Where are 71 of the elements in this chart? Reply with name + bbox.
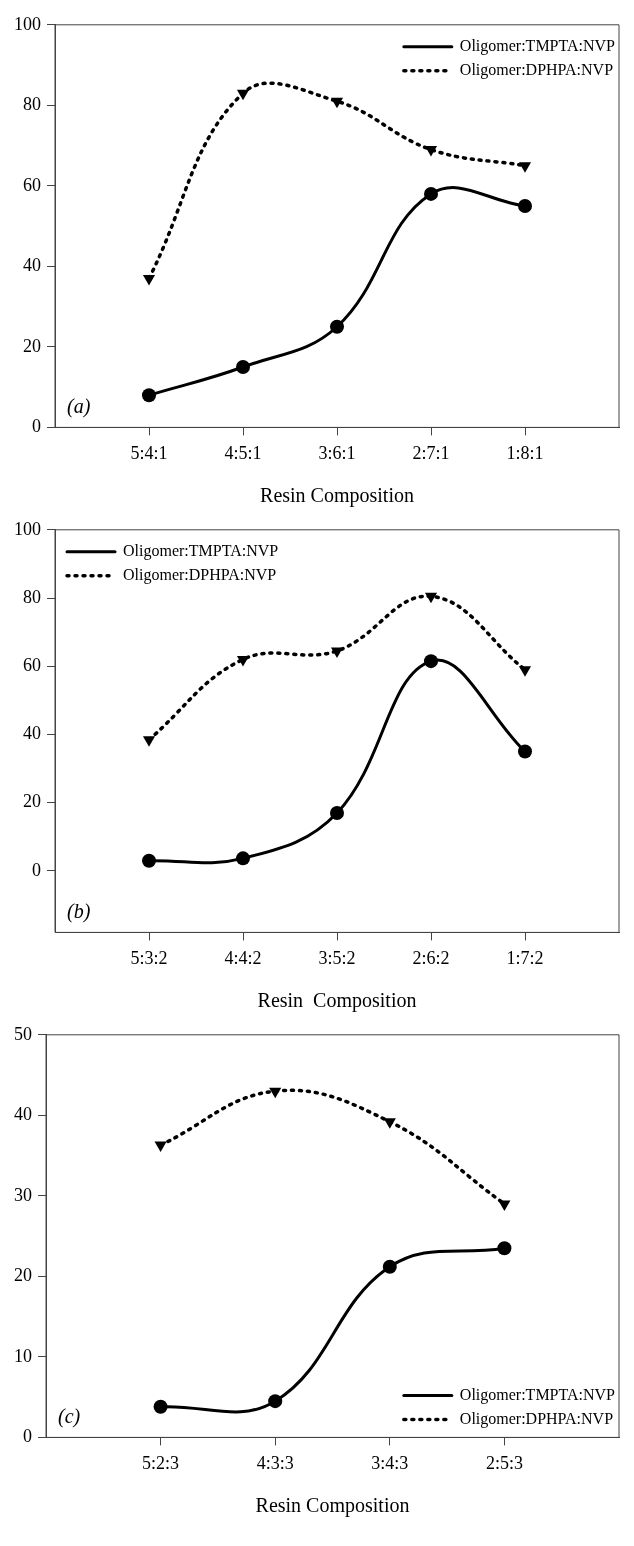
legend-label: Oligomer:TMPTA:NVP xyxy=(459,37,616,55)
point xyxy=(498,1200,511,1211)
point xyxy=(330,319,344,334)
point xyxy=(330,647,344,658)
x-tick-label: 3:5:2 xyxy=(318,947,356,968)
y-tick-label: 0 xyxy=(32,416,41,437)
y-tick-label: 50 xyxy=(14,1023,32,1044)
y-tick-label: 60 xyxy=(23,655,41,676)
y-tick-label: 40 xyxy=(23,255,41,276)
point xyxy=(153,1399,168,1414)
y-tick-label: 40 xyxy=(23,723,41,744)
x-tick-label: 5:4:1 xyxy=(130,442,168,463)
legend-label: Oligomer:DPHPA:NVP xyxy=(459,61,614,79)
legend-label: Oligomer:TMPTA:NVP xyxy=(123,542,279,560)
y-tick-label: 20 xyxy=(14,1265,32,1286)
point xyxy=(518,744,532,759)
x-axis-title: Resin Composition xyxy=(255,1494,410,1518)
point xyxy=(330,805,344,820)
x-tick-label: 3:6:1 xyxy=(318,442,356,463)
y-tick-label: 20 xyxy=(23,791,41,812)
point xyxy=(424,654,438,669)
x-tick-label: 4:3:3 xyxy=(256,1452,294,1473)
y-tick-label: 30 xyxy=(14,1184,32,1205)
point xyxy=(330,97,344,109)
point xyxy=(518,198,532,213)
x-tick-label: 2:5:3 xyxy=(485,1452,523,1473)
point xyxy=(154,1141,167,1153)
y-tick-label: 20 xyxy=(23,335,41,356)
point xyxy=(518,162,532,173)
y-tick-label: 100 xyxy=(14,13,41,34)
point xyxy=(142,853,156,868)
point xyxy=(518,666,532,677)
x-tick-label: 2:6:2 xyxy=(412,947,450,968)
point xyxy=(424,186,438,201)
point xyxy=(142,388,156,403)
legend-label: Oligomer:TMPTA:NVP xyxy=(459,1385,616,1404)
annotation: (b) xyxy=(67,900,91,924)
y-tick-label: 10 xyxy=(14,1345,32,1366)
point xyxy=(142,274,156,286)
y-tick-label: 60 xyxy=(23,174,41,195)
x-axis-title: Resin Composition xyxy=(260,484,414,508)
x-tick-label: 1:8:1 xyxy=(506,442,544,463)
legend-label: Oligomer:DPHPA:NVP xyxy=(123,566,277,584)
y-tick-label: 80 xyxy=(23,94,41,115)
point xyxy=(268,1394,283,1409)
y-tick-label: 100 xyxy=(14,518,41,539)
legend-label: Oligomer:DPHPA:NVP xyxy=(459,1409,614,1428)
y-tick-label: 0 xyxy=(23,1426,32,1447)
point xyxy=(424,592,438,604)
point xyxy=(497,1241,512,1256)
y-tick-label: 40 xyxy=(14,1104,32,1125)
annotation: (c) xyxy=(58,1405,81,1429)
y-tick-label: 0 xyxy=(32,859,41,880)
x-axis-title: Resin Composition xyxy=(257,989,417,1013)
x-tick-label: 4:4:2 xyxy=(224,947,262,968)
point xyxy=(142,736,156,747)
point xyxy=(269,1087,282,1099)
x-tick-label: 3:4:3 xyxy=(371,1452,409,1473)
x-tick-label: 1:7:2 xyxy=(506,947,544,968)
x-tick-label: 2:7:1 xyxy=(412,442,450,463)
y-tick-label: 80 xyxy=(23,586,41,607)
point xyxy=(236,655,250,667)
x-tick-label: 5:3:2 xyxy=(130,947,168,968)
x-tick-label: 5:2:3 xyxy=(142,1452,180,1473)
point xyxy=(236,89,250,101)
point xyxy=(236,360,250,375)
x-tick-label: 4:5:1 xyxy=(224,442,262,463)
point xyxy=(382,1259,397,1274)
point xyxy=(424,146,438,157)
point xyxy=(236,851,250,866)
annotation: (a) xyxy=(67,395,91,419)
